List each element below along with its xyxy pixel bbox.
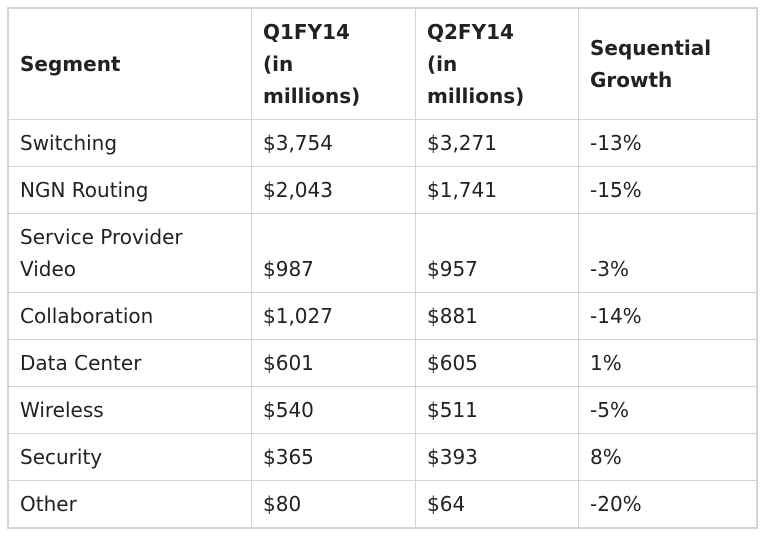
table-cell: -20% <box>578 480 758 529</box>
cell-text: Switching <box>20 131 118 155</box>
table-row: Other $80 $64 -20% <box>7 480 758 529</box>
table-cell: $80 <box>251 480 416 529</box>
table-row: Security $365 $393 8% <box>7 433 758 481</box>
table-cell: NGN Routing <box>7 166 252 214</box>
cell-text: Wireless <box>20 398 104 422</box>
header-text: Segment <box>20 52 121 76</box>
cell-text: -15% <box>590 178 642 202</box>
cell-text: $605 <box>427 351 478 375</box>
cell-text: -20% <box>590 492 642 516</box>
cell-text: $365 <box>263 445 314 469</box>
cell-text: Service Provider Video <box>20 225 183 281</box>
table-cell: -14% <box>578 292 758 340</box>
table-cell: $605 <box>415 339 579 387</box>
cell-text: $1,741 <box>427 178 497 202</box>
table-cell: $957 <box>415 213 579 293</box>
table-cell: $601 <box>251 339 416 387</box>
table-cell: $393 <box>415 433 579 481</box>
cell-text: $80 <box>263 492 302 516</box>
table-cell: $365 <box>251 433 416 481</box>
header-cell: Q1FY14 (in millions) <box>251 7 416 120</box>
cell-text: -13% <box>590 131 642 155</box>
table-row: NGN Routing $2,043 $1,741 -15% <box>7 166 758 214</box>
table-row: Data Center $601 $605 1% <box>7 339 758 387</box>
header-cell: Sequential Growth <box>578 7 758 120</box>
table-row: Wireless $540 $511 -5% <box>7 386 758 434</box>
cell-text: $540 <box>263 398 314 422</box>
table-cell: Collaboration <box>7 292 252 340</box>
segment-table: Segment Q1FY14 (in millions) Q2FY14 (in mi… <box>7 7 758 529</box>
header-text: Q1FY14 (in millions) <box>263 20 361 108</box>
table-cell: Service Provider Video <box>7 213 252 293</box>
table-cell: $511 <box>415 386 579 434</box>
cell-text: NGN Routing <box>20 178 149 202</box>
table-cell: $2,043 <box>251 166 416 214</box>
table-cell: -15% <box>578 166 758 214</box>
table-cell: Wireless <box>7 386 252 434</box>
table-cell: $540 <box>251 386 416 434</box>
cell-text: $881 <box>427 304 478 328</box>
header-cell: Segment <box>7 7 252 120</box>
table-cell: Switching <box>7 119 252 167</box>
cell-text: $393 <box>427 445 478 469</box>
table-cell: $881 <box>415 292 579 340</box>
table-row: Collaboration $1,027 $881 -14% <box>7 292 758 340</box>
table-cell: $987 <box>251 213 416 293</box>
table-cell: -13% <box>578 119 758 167</box>
table-cell: -3% <box>578 213 758 293</box>
table-cell: $64 <box>415 480 579 529</box>
cell-text: Data Center <box>20 351 142 375</box>
table-cell: $3,754 <box>251 119 416 167</box>
cell-text: Collaboration <box>20 304 154 328</box>
table-row: Switching $3,754 $3,271 -13% <box>7 119 758 167</box>
table-cell: Security <box>7 433 252 481</box>
header-text: Q2FY14 (in millions) <box>427 20 525 108</box>
table-cell: $1,741 <box>415 166 579 214</box>
cell-text: $3,754 <box>263 131 333 155</box>
table-row: Service Provider Video $987 $957 -3% <box>7 213 758 293</box>
cell-text: -14% <box>590 304 642 328</box>
cell-text: $511 <box>427 398 478 422</box>
header-text: Sequential Growth <box>590 36 712 92</box>
table-cell: $3,271 <box>415 119 579 167</box>
header-row: Segment Q1FY14 (in millions) Q2FY14 (in mi… <box>7 7 758 120</box>
cell-text: $2,043 <box>263 178 333 202</box>
table-header: Segment Q1FY14 (in millions) Q2FY14 (in mi… <box>7 7 758 120</box>
table-body: Switching $3,754 $3,271 -13% NGN Routing $2,0… <box>7 119 758 529</box>
cell-text: $957 <box>427 257 478 281</box>
cell-text: $64 <box>427 492 466 516</box>
cell-text: 1% <box>590 351 622 375</box>
table-cell: $1,027 <box>251 292 416 340</box>
cell-text: Other <box>20 492 77 516</box>
cell-text: $601 <box>263 351 314 375</box>
cell-text: $1,027 <box>263 304 333 328</box>
table-cell: 1% <box>578 339 758 387</box>
header-cell: Q2FY14 (in millions) <box>415 7 579 120</box>
cell-text: -5% <box>590 398 629 422</box>
cell-text: $987 <box>263 257 314 281</box>
table-cell: Other <box>7 480 252 529</box>
cell-text: -3% <box>590 257 629 281</box>
cell-text: Security <box>20 445 103 469</box>
table-cell: Data Center <box>7 339 252 387</box>
cell-text: 8% <box>590 445 622 469</box>
table-cell: -5% <box>578 386 758 434</box>
table-cell: 8% <box>578 433 758 481</box>
cell-text: $3,271 <box>427 131 497 155</box>
